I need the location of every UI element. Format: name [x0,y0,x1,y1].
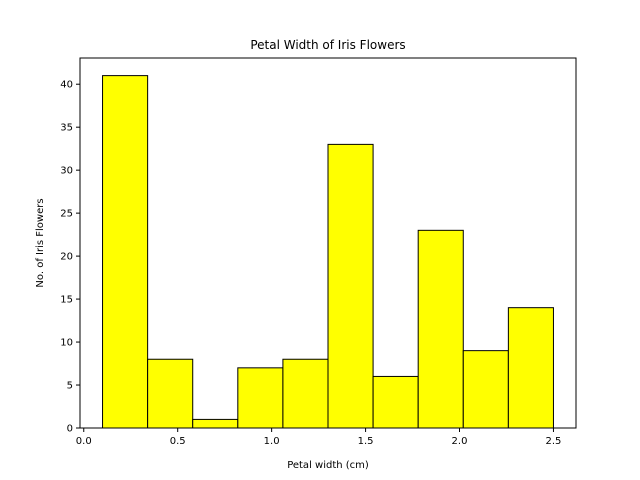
histogram-bar-4 [237,367,284,429]
chart-title: Petal Width of Iris Flowers [250,38,405,52]
x-tick-label: 2.5 [546,436,562,447]
histogram-bar-3 [192,418,239,429]
y-axis-ticks: 0 5 10 15 20 25 30 35 40 [60,80,80,435]
y-tick-label: 30 [60,166,73,177]
y-tick-label: 20 [60,252,73,263]
histogram-bar-2 [147,358,194,429]
histogram-bar-1 [102,75,149,429]
x-tick-label: 0.0 [76,436,92,447]
y-tick-label: 25 [60,209,73,220]
histogram-bar-5 [282,358,329,429]
y-tick-label: 40 [60,80,73,91]
y-tick-label: 5 [67,381,73,392]
x-axis-label: Petal width (cm) [287,460,369,471]
histogram-bar-9 [462,350,509,429]
y-axis-label: No. of Iris Flowers [35,198,46,287]
y-tick-label: 0 [67,424,73,435]
x-axis-ticks: 0.0 0.5 1.0 1.5 2.0 2.5 [76,428,562,447]
histogram-bar-10 [507,307,554,429]
histogram-bar-6 [327,143,374,429]
x-tick-label: 2.0 [452,436,468,447]
y-tick-label: 15 [60,295,73,306]
histogram-bar-8 [417,229,464,429]
y-tick-label: 10 [60,338,73,349]
x-tick-label: 0.5 [170,436,186,447]
x-tick-label: 1.0 [264,436,280,447]
histogram-bar-7 [372,375,419,429]
plot-frame [79,57,577,429]
bars-group [102,75,554,429]
x-tick-label: 1.5 [358,436,374,447]
y-tick-label: 35 [60,123,73,134]
